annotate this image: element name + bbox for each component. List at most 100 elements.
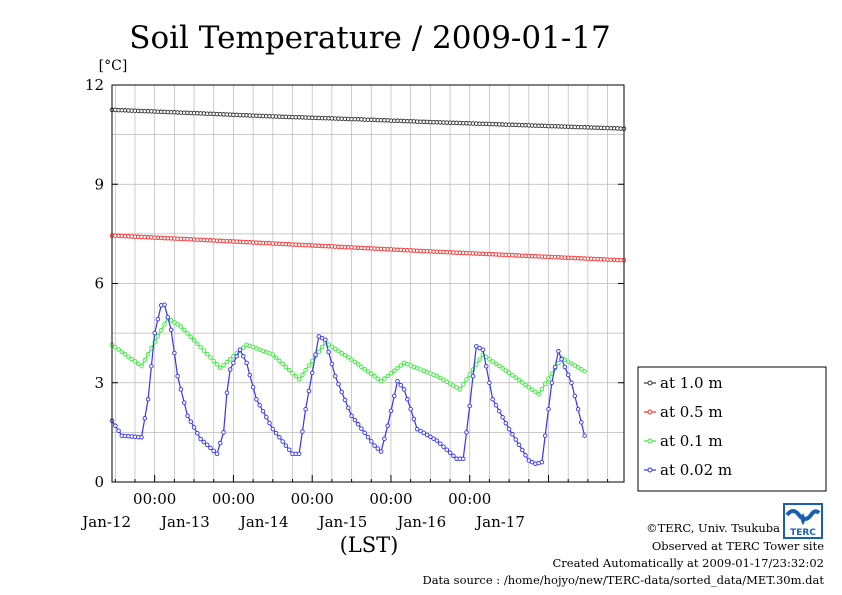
data-point (349, 413, 354, 419)
data-point (224, 390, 230, 395)
data-point (142, 357, 148, 363)
data-point (188, 334, 194, 340)
data-point (326, 349, 331, 355)
data-point (267, 420, 272, 426)
data-point (283, 443, 289, 448)
data-point (231, 360, 236, 366)
data-point (139, 435, 144, 440)
data-point (323, 337, 328, 342)
data-point (362, 366, 367, 372)
data-point (316, 349, 322, 354)
data-point (277, 435, 282, 440)
data-point (168, 318, 174, 323)
data-point (306, 363, 312, 368)
data-point (365, 369, 371, 374)
data-point (506, 370, 512, 376)
data-point (208, 355, 213, 360)
data-point (549, 380, 555, 386)
data-point (158, 327, 164, 333)
data-point (227, 367, 233, 372)
data-point (155, 333, 161, 339)
legend-entry-label: at 0.1 m (660, 432, 723, 450)
y-tick-label: 12 (85, 76, 104, 94)
data-point (142, 416, 148, 421)
x-tick-time-label: 00:00 (133, 490, 176, 508)
data-point (447, 450, 453, 456)
data-point (300, 372, 305, 378)
data-point (579, 420, 584, 425)
data-point (542, 433, 548, 438)
data-point (204, 351, 210, 357)
data-point (145, 397, 151, 402)
data-point (392, 393, 397, 399)
data-point (339, 389, 344, 395)
data-point (260, 408, 266, 414)
data-point (162, 321, 167, 327)
data-point (254, 397, 259, 402)
data-point (224, 359, 230, 365)
data-point (493, 361, 499, 366)
data-point (227, 356, 233, 362)
data-point (565, 359, 571, 364)
legend-entry-label: at 0.5 m (660, 403, 723, 421)
data-point (306, 388, 312, 394)
data-point (195, 341, 200, 346)
data-point (434, 438, 440, 443)
data-point (572, 393, 578, 399)
copyright-text: ©TERC, Univ. Tsukuba (646, 521, 780, 535)
data-point (454, 385, 459, 390)
data-point (451, 453, 456, 459)
data-point (559, 356, 564, 362)
data-point (497, 363, 502, 369)
data-point (369, 439, 374, 444)
data-point (444, 447, 450, 452)
data-point (332, 373, 338, 379)
data-point (513, 437, 518, 442)
x-tick-time-label: 00:00 (448, 490, 491, 508)
data-point (565, 372, 571, 378)
data-point (510, 432, 515, 437)
data-point (342, 353, 348, 358)
data-point (369, 371, 374, 377)
data-point (487, 356, 492, 362)
data-point (395, 378, 400, 384)
data-point (280, 361, 285, 367)
data-point (477, 345, 482, 351)
data-point (270, 352, 276, 357)
data-point (372, 374, 377, 379)
data-point (296, 451, 302, 457)
x-date-label: Jan-17 (474, 513, 525, 531)
data-point (355, 422, 361, 427)
data-point (526, 384, 532, 390)
x-date-label: Jan-13 (159, 513, 210, 531)
data-point (296, 377, 302, 382)
data-point (392, 368, 397, 373)
data-point (303, 367, 308, 373)
data-point (556, 360, 561, 366)
data-point (414, 426, 420, 432)
data-point (523, 382, 528, 388)
data-point (582, 433, 587, 438)
data-point (178, 324, 184, 329)
data-point (460, 382, 466, 387)
data-point (418, 428, 423, 434)
data-point (444, 379, 450, 385)
data-point (181, 327, 187, 333)
data-point (116, 428, 121, 433)
legend-swatch-marker (647, 409, 653, 415)
data-point (470, 373, 476, 379)
data-point (441, 444, 446, 449)
data-point (460, 456, 466, 462)
data-point (342, 397, 348, 403)
data-point (556, 349, 561, 354)
data-point (467, 403, 472, 409)
data-source-text: Data source : /home/hojyo/new/TERC-data/… (422, 573, 824, 587)
x-axis-label: (LST) (340, 533, 399, 557)
data-point (152, 330, 157, 336)
data-point (388, 371, 394, 376)
data-point (221, 430, 226, 435)
data-point (359, 364, 364, 370)
data-point (119, 349, 125, 355)
